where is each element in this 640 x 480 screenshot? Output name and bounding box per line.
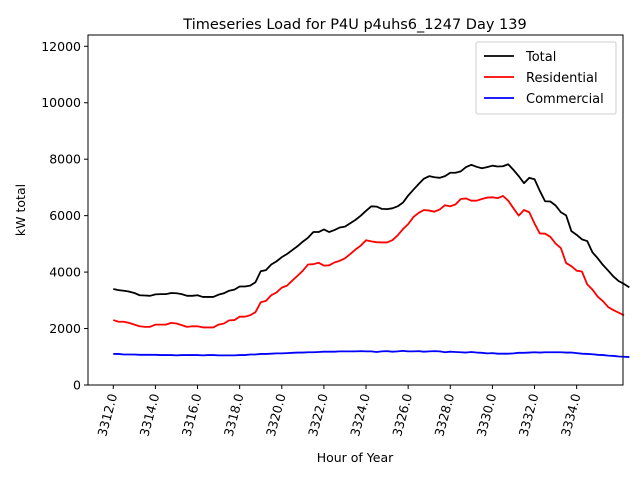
y-tick-label: 0 (73, 378, 81, 393)
plot-frame (87, 34, 624, 386)
y-tick-label: 2000 (49, 321, 81, 336)
x-axis-label: Hour of Year (317, 450, 394, 465)
chart-title: Timeseries Load for P4U p4uhs6_1247 Day … (182, 17, 526, 33)
series-line-commercial (113, 349, 630, 358)
series-line-total (113, 163, 630, 298)
series-layer (113, 163, 630, 358)
legend-label-residential: Residential (526, 71, 598, 86)
y-tick-label: 8000 (49, 152, 81, 167)
legend-label-commercial: Commercial (526, 92, 604, 107)
y-tick-label: 12000 (41, 39, 81, 54)
legend-box (475, 41, 617, 115)
y-axis-label: kW total (13, 184, 28, 236)
y-tick-label: 6000 (49, 208, 81, 223)
legend-label-total: Total (525, 50, 556, 65)
series-line-residential (113, 194, 625, 329)
y-tick-label: 4000 (49, 265, 81, 280)
legend: Total Residential Commercial (475, 41, 617, 115)
y-tick-label: 10000 (41, 95, 81, 110)
